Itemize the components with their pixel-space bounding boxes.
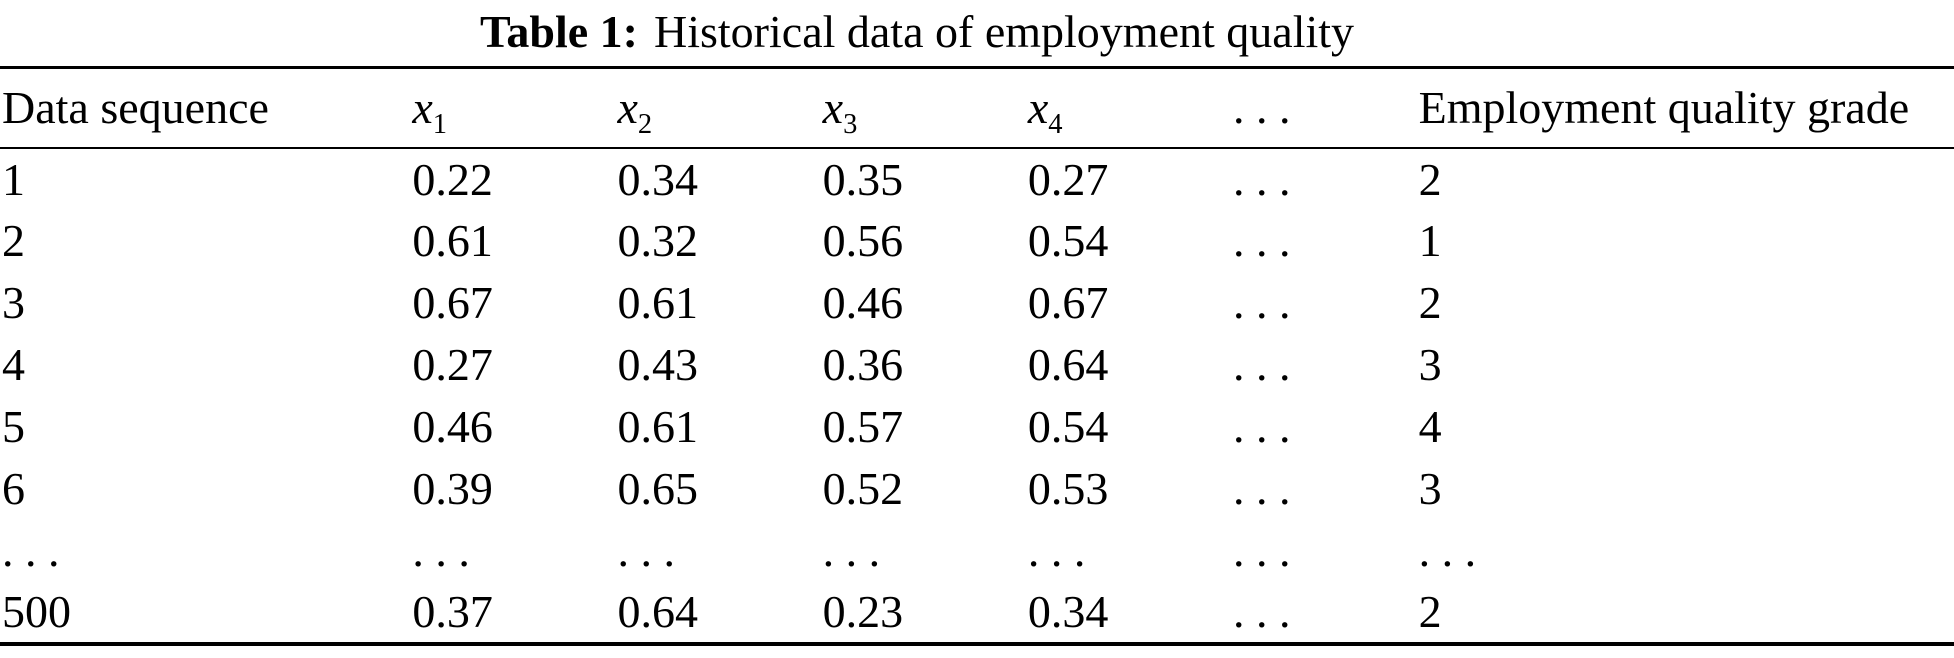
table-caption-text: Historical data of employment quality	[654, 6, 1355, 57]
table-cell: 1	[2, 153, 25, 205]
table-header: Data sequence x1 x2 x3 x4. . . Employment qua…	[0, 68, 1954, 148]
table-cell: 5	[2, 401, 25, 452]
table-cell: 0.53	[1027, 463, 1109, 514]
table-cell: 0.64	[617, 586, 699, 637]
table-cell: 0.67	[412, 277, 493, 328]
table-cell: 0.54	[1027, 401, 1109, 452]
column-header: Employment quality grade	[1417, 68, 1954, 148]
table-cell: 0.35	[822, 153, 904, 205]
table-cell: . . .	[2, 525, 60, 576]
table-cell: . . .	[1418, 525, 1477, 576]
column-header-label: x	[1027, 82, 1049, 134]
table-caption-label: Table 1:	[479, 6, 638, 57]
table-cell: . . .	[1232, 586, 1291, 637]
table-cell: 0.22	[412, 153, 493, 205]
table-row: 2 0.61 0.32 0.56 0.54 . . . 1	[0, 210, 1954, 272]
table-row: 1 0.22 0.34 0.35 0.27 . . . 2	[0, 148, 1954, 210]
table-cell: 0.34	[1027, 586, 1109, 637]
table-row: 5 0.46 0.61 0.57 0.54 . . . 4	[0, 396, 1954, 458]
column-header: Data sequence	[0, 68, 410, 148]
column-header: x3	[821, 68, 1026, 148]
table-row: . . . . . . . . . . . . . . . . . . . . .	[0, 520, 1954, 582]
table-cell: . . .	[1232, 215, 1291, 266]
table-cell: . . .	[1232, 153, 1291, 205]
table-cell: 0.43	[617, 339, 699, 390]
table-cell: 3	[2, 277, 25, 328]
table-cell: . . .	[822, 525, 881, 576]
table-cell: 4	[1418, 401, 1442, 452]
table-cell: 0.67	[1027, 277, 1109, 328]
table-cell: 0.36	[822, 339, 904, 390]
column-header-subscript: 2	[637, 109, 653, 141]
column-header-label: x	[412, 82, 433, 134]
column-header: x1	[410, 68, 615, 148]
table-header-row: Data sequence x1 x2 x3 x4. . . Employment qua…	[0, 68, 1954, 148]
table-cell: . . .	[1232, 339, 1291, 390]
column-header-label: Employment quality grade	[1418, 82, 1910, 134]
column-header-subscript: 3	[843, 109, 858, 141]
table-cell: 0.27	[1027, 153, 1109, 205]
table-cell: 6	[2, 463, 25, 514]
table-cell: 0.32	[617, 215, 699, 266]
table-cell: 3	[1418, 339, 1442, 390]
table-cell: . . .	[1232, 277, 1291, 328]
column-header-label: x	[617, 82, 638, 134]
column-header: x4	[1026, 68, 1231, 148]
table-cell: 0.27	[412, 339, 493, 390]
table-cell: 3	[1418, 463, 1442, 514]
table-cell: 0.54	[1027, 215, 1109, 266]
employment-quality-table: Data sequence x1 x2 x3 x4. . . Employment qua…	[0, 66, 1954, 646]
table-cell: . . .	[617, 525, 676, 576]
column-header-label: . . .	[1232, 82, 1291, 134]
table-caption: Table 1: Historical data of employment qu…	[0, 0, 1894, 66]
column-header-subscript: 1	[432, 109, 448, 141]
table-cell: 0.64	[1027, 339, 1109, 390]
table-cell: 0.61	[412, 215, 493, 266]
table-cell: 0.23	[822, 586, 904, 637]
table-cell: 0.34	[617, 153, 699, 205]
table-cell: 0.65	[617, 463, 699, 514]
table-body: 1 0.22 0.34 0.35 0.27 . . . 2 2 0.61 0.32 0.56 0.54…	[0, 148, 1954, 644]
table-row: 4 0.27 0.43 0.36 0.64 . . . 3	[0, 334, 1954, 396]
table-cell: 0.46	[412, 401, 493, 452]
column-header: x2	[616, 68, 821, 148]
table-cell: 2	[2, 215, 25, 266]
table-cell: . . .	[1232, 463, 1291, 514]
table-cell: 0.56	[822, 215, 904, 266]
table-cell: 2	[1418, 586, 1442, 637]
table-cell: 2	[1418, 277, 1442, 328]
table-cell: 0.52	[822, 463, 904, 514]
column-header-subscript: 4	[1048, 109, 1063, 141]
table-cell: . . .	[1027, 525, 1086, 576]
table-cell: 500	[2, 586, 71, 637]
table-cell: 0.37	[412, 586, 493, 637]
table-cell: 0.61	[617, 401, 699, 452]
table-cell: 0.57	[822, 401, 904, 452]
table-cell: 1	[1418, 215, 1442, 266]
table-cell: 4	[2, 339, 25, 390]
table-cell: . . .	[412, 525, 470, 576]
table-row: 6 0.39 0.65 0.52 0.53 . . . 3	[0, 458, 1954, 520]
table-row: 3 0.67 0.61 0.46 0.67 . . . 2	[0, 272, 1954, 334]
table-cell: 0.61	[617, 277, 699, 328]
table-cell: 0.39	[412, 463, 493, 514]
column-header-label: x	[822, 82, 844, 134]
table-cell: 2	[1418, 153, 1442, 205]
table-cell: 0.46	[822, 277, 904, 328]
column-header-label: Data sequence	[2, 82, 269, 134]
table-row: 500 0.37 0.64 0.23 0.34 . . . 2	[0, 582, 1954, 644]
column-header: . . .	[1231, 68, 1417, 148]
table-cell: . . .	[1232, 401, 1291, 452]
table-cell: . . .	[1232, 525, 1291, 576]
